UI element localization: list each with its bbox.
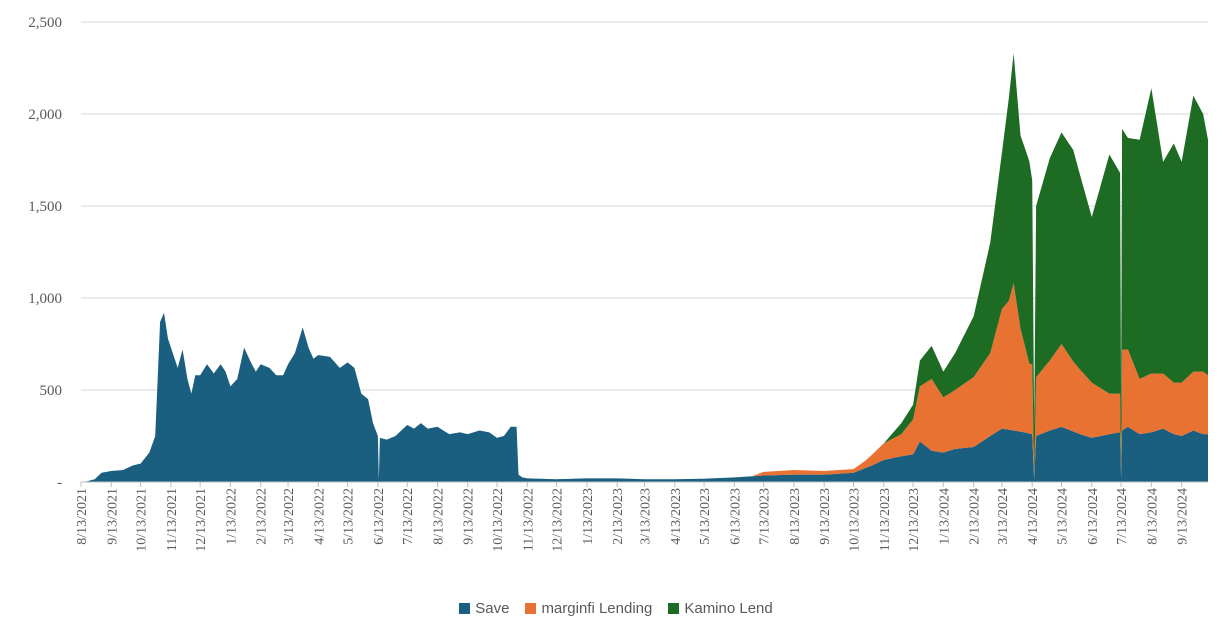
x-tick-label: 7/13/2023	[758, 488, 773, 545]
x-tick-label: 9/13/2022	[462, 488, 477, 545]
x-tick-label: 11/13/2021	[165, 488, 180, 551]
x-tick-label: 3/13/2022	[282, 488, 297, 545]
x-tick-label: 3/13/2024	[996, 488, 1011, 545]
legend-item: marginfi Lending	[525, 600, 652, 617]
x-tick-label: 5/13/2023	[698, 488, 713, 545]
legend-swatch	[668, 603, 680, 614]
legend-item: Save	[459, 600, 509, 617]
x-tick-label: 9/13/2024	[1176, 488, 1191, 545]
legend-swatch	[525, 603, 537, 614]
x-tick-label: 2/13/2023	[611, 488, 626, 545]
x-tick-label: 12/13/2023	[907, 488, 922, 552]
x-tick-label: 9/13/2021	[105, 488, 120, 545]
legend-label: Save	[475, 600, 510, 617]
x-tick-label: 1/13/2022	[224, 488, 239, 545]
x-tick-label: 1/13/2024	[937, 488, 952, 545]
x-tick-label: 4/13/2022	[312, 488, 327, 545]
x-tick-label: 6/13/2022	[372, 488, 387, 545]
area-save	[81, 312, 1208, 482]
y-tick-label: -	[57, 475, 62, 491]
area-kamino-lend	[81, 53, 1208, 482]
legend-label: marginfi Lending	[541, 600, 653, 617]
y-axis-ticks: - 500 1,000 1,500 2,000 2,500	[28, 15, 62, 491]
y-tick-label: 2,000	[28, 107, 62, 123]
x-tick-label: 1/13/2023	[581, 488, 596, 545]
x-tick-label: 2/13/2024	[968, 488, 983, 545]
y-tick-label: 2,500	[28, 15, 62, 31]
x-tick-label: 7/13/2022	[401, 488, 416, 545]
x-tick-label: 3/13/2023	[639, 488, 654, 545]
y-tick-label: 1,500	[28, 199, 62, 215]
x-tick-label: 12/13/2022	[551, 488, 566, 552]
x-tick-label: 5/13/2022	[342, 488, 357, 545]
x-axis: 8/13/2021 9/13/2021 10/13/2021 11/13/2021 12…	[75, 481, 1208, 552]
x-tick-label: 8/13/2023	[788, 488, 803, 545]
area-marginfi-lending	[81, 283, 1208, 482]
x-tick-label: 7/13/2024	[1115, 488, 1130, 545]
legend-swatch	[459, 603, 471, 614]
legend-label: Kamino Lend	[684, 600, 773, 617]
x-tick-label: 6/13/2024	[1086, 488, 1101, 545]
x-tick-label: 12/13/2021	[194, 488, 209, 552]
x-tick-label: 10/13/2022	[491, 488, 506, 552]
x-tick-label: 2/13/2022	[255, 488, 270, 545]
legend-item: Kamino Lend	[668, 600, 773, 617]
x-tick-label: 8/13/2024	[1145, 488, 1160, 545]
x-tick-label: 11/13/2023	[878, 488, 893, 551]
x-tick-label: 4/13/2023	[669, 488, 684, 545]
x-tick-label: 9/13/2023	[818, 488, 833, 545]
x-tick-label: 5/13/2024	[1056, 488, 1071, 545]
stacked-area-chart: - 500 1,000 1,500 2,000 2,500 8/13/2021 9/13/2…	[28, 15, 1208, 552]
x-tick-label: 8/13/2022	[431, 488, 446, 545]
area-series	[81, 53, 1208, 482]
x-tick-label: 11/13/2022	[521, 488, 536, 551]
legend: Save marginfi Lending Kamino Lend	[0, 600, 1232, 618]
x-tick-label: 4/13/2024	[1026, 488, 1041, 545]
y-tick-label: 500	[40, 383, 63, 399]
x-tick-label: 8/13/2021	[75, 488, 90, 545]
y-tick-label: 1,000	[28, 291, 62, 307]
x-tick-label: 6/13/2023	[728, 488, 743, 545]
x-tick-label: 10/13/2021	[135, 488, 150, 552]
x-tick-label: 10/13/2023	[847, 488, 862, 552]
